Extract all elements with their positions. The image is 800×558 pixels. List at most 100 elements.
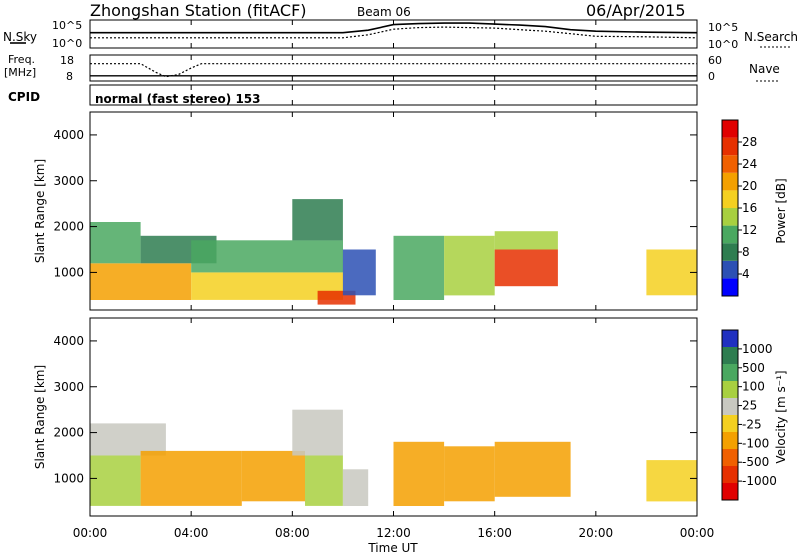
colorbar-swatch (722, 347, 738, 364)
power-colorbar-label: Power [dB] (774, 178, 788, 243)
velocity-colorbar-label: Velocity [m s⁻¹] (774, 370, 788, 463)
colorbar-swatch (722, 190, 738, 208)
velocity-heatmap (90, 409, 697, 506)
nsky-tick-high: 10^5 (52, 19, 82, 32)
power-colorbar: 28 24 20 16 12 8 4 (721, 119, 757, 297)
x-tick-label: 12:00 (376, 526, 411, 540)
power-cell (191, 240, 343, 273)
freq-tick-high: 18 (60, 54, 74, 67)
colorbar-swatch (722, 398, 738, 415)
colorbar-swatch (722, 483, 738, 500)
velocity-cell (646, 460, 697, 502)
power-cell (646, 249, 697, 296)
colorbar-tick-label: 8 (742, 245, 750, 259)
colorbar-tick-label: 12 (742, 223, 757, 237)
colorbar-swatch (722, 225, 738, 244)
x-tick-label: 00:00 (73, 526, 108, 540)
colorbar-swatch (722, 432, 738, 449)
x-tick-label: 00:00 (680, 526, 715, 540)
nsky-label: N.Sky (3, 30, 37, 44)
nsearch-series (90, 26, 698, 39)
y-tick-label: 4000 (53, 334, 84, 348)
colorbar-swatch (722, 260, 738, 279)
y-tick-label: 3000 (53, 174, 84, 188)
y-tick-label: 2000 (53, 426, 84, 440)
colorbar-swatch (722, 120, 738, 138)
colorbar-swatch (722, 364, 738, 381)
power-cell (444, 235, 495, 296)
power-cell (494, 231, 558, 250)
y-tick-label: 2000 (53, 220, 84, 234)
nsearch-tick-low: 10^0 (708, 38, 738, 51)
colorbar-swatch (722, 330, 738, 347)
nsky-series (90, 22, 698, 34)
velocity-cell (90, 455, 141, 506)
beam-label: Beam 06 (357, 5, 411, 19)
x-tick-label: 04:00 (174, 526, 209, 540)
freq-label: Freq. (8, 53, 35, 66)
colorbar-swatch (722, 243, 738, 261)
velocity-cell (342, 469, 369, 506)
colorbar-tick-label: 24 (742, 157, 757, 171)
colorbar-swatch (722, 172, 738, 191)
cpid-label: CPID (8, 90, 40, 104)
power-heatmap (90, 199, 697, 305)
colorbar-swatch (722, 278, 738, 296)
colorbar-swatch (722, 449, 738, 466)
x-tick-label: 08:00 (275, 526, 310, 540)
y-tick-label: 1000 (53, 265, 84, 279)
x-axis-label: Time UT (367, 541, 418, 554)
velocity-colorbar: 1000 500 100 25 -25 -100 -500 -1000 (721, 329, 777, 501)
time-axis: 00:00 04:00 08:00 12:00 16:00 20:00 00:00 (73, 20, 715, 540)
nave-tick-high: 60 (708, 54, 722, 67)
y-tick-label: 4000 (53, 128, 84, 142)
colorbar-tick-label: -1000 (742, 474, 777, 488)
velocity-cell (90, 423, 166, 456)
nave-tick-low: 0 (708, 70, 715, 83)
colorbar-tick-label: -100 (742, 436, 769, 450)
nsearch-label: N.Search (744, 30, 798, 44)
colorbar-tick-label: 20 (742, 179, 757, 193)
velocity-ylabel: Slant Range [km] (33, 365, 47, 469)
nsky-tick-low: 10^0 (52, 37, 82, 50)
power-yticks: 1000 2000 3000 4000 (53, 128, 697, 279)
colorbar-tick-label: -500 (742, 455, 769, 469)
freq-unit: [MHz] (4, 66, 36, 79)
x-tick-label: 16:00 (477, 526, 512, 540)
power-cell (90, 263, 192, 300)
nave-label: Nave (749, 62, 780, 76)
power-cell (342, 249, 376, 296)
nave-series (90, 63, 697, 78)
station-title: Zhongshan Station (fitACF) (90, 1, 307, 20)
y-tick-label: 1000 (53, 471, 84, 485)
velocity-cell (494, 441, 571, 497)
colorbar-tick-label: 28 (742, 135, 757, 149)
velocity-cell (393, 441, 445, 506)
velocity-cell (292, 409, 343, 456)
nsearch-tick-high: 10^5 (708, 21, 738, 34)
velocity-cell (305, 455, 343, 506)
colorbar-swatch (722, 155, 738, 173)
y-tick-label: 3000 (53, 380, 84, 394)
colorbar-swatch (722, 466, 738, 483)
colorbar-swatch (722, 208, 738, 226)
colorbar-swatch (722, 381, 738, 398)
colorbar-swatch (722, 137, 738, 156)
colorbar-frame (721, 329, 739, 501)
colorbar-tick-label: 4 (742, 267, 750, 281)
colorbar-swatch (722, 415, 738, 432)
colorbar-tick-label: 100 (742, 380, 765, 394)
x-tick-label: 20:00 (579, 526, 614, 540)
velocity-cell (444, 446, 495, 502)
velocity-cell (241, 450, 305, 502)
colorbar-tick-label: 500 (742, 361, 765, 375)
date-label: 06/Apr/2015 (586, 1, 686, 20)
cpid-text: normal (fast stereo) 153 (95, 92, 261, 106)
power-cell (90, 222, 141, 264)
velocity-cell (140, 450, 242, 506)
power-ylabel: Slant Range [km] (33, 159, 47, 263)
power-cell (393, 235, 445, 300)
colorbar-tick-label: 16 (742, 201, 757, 215)
